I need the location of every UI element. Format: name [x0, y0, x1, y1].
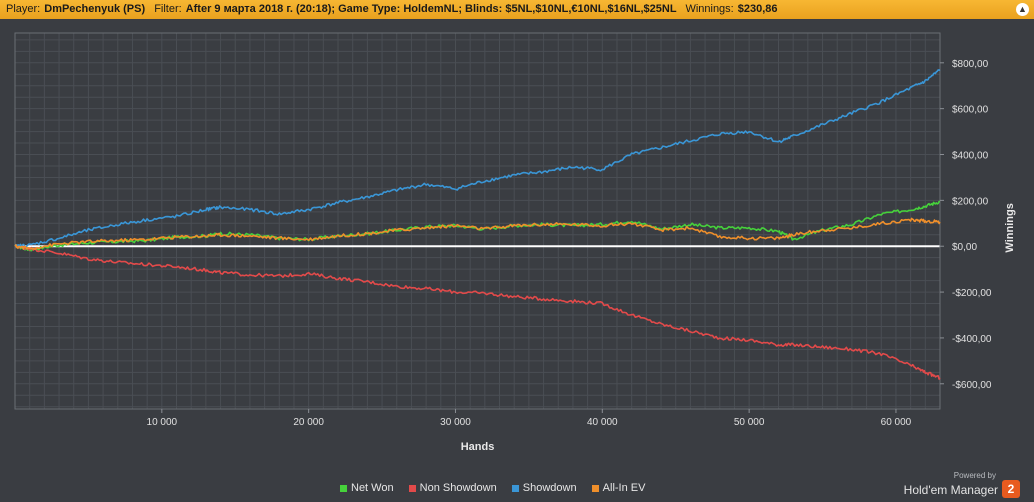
filter-value: After 9 марта 2018 г. (20:18); Game Type…	[185, 3, 677, 15]
x-tick-label: 40 000	[587, 417, 618, 428]
filter-label: Filter:	[154, 3, 182, 15]
x-axis-label: Hands	[461, 441, 495, 453]
chevron-up-icon[interactable]: ▲	[1016, 3, 1029, 16]
y-tick-label: $600,00	[952, 105, 989, 116]
legend-item-non-showdown[interactable]: Non Showdown	[408, 482, 497, 494]
powered-by-text: Powered by	[953, 471, 996, 480]
y-tick-label: $0,00	[952, 242, 977, 253]
legend-item-net-won[interactable]: Net Won	[340, 482, 394, 494]
product-name: Hold'em Manager	[903, 482, 998, 497]
legend-item-showdown[interactable]: Showdown	[511, 482, 577, 494]
branding: Powered by Hold'em Manager 2	[904, 471, 1020, 498]
report-header: Player: DmPechenyuk (PS) Filter: After 9 м…	[0, 0, 1034, 19]
series-line-all-in-ev	[14, 217, 941, 250]
legend-label: All-In EV	[602, 482, 646, 494]
player-value: DmPechenyuk (PS)	[44, 3, 146, 15]
x-tick-label: 60 000	[881, 417, 912, 428]
chart-legend: Net Won Non Showdown Showdown All-In EV	[340, 482, 657, 494]
x-tick-label: 30 000	[440, 417, 471, 428]
winnings-value: $230,86	[737, 3, 778, 15]
y-tick-label: -$600,00	[952, 380, 992, 391]
winnings-label: Winnings:	[685, 3, 734, 15]
y-tick-label: -$400,00	[952, 334, 992, 345]
legend-label: Net Won	[351, 482, 394, 494]
x-tick-label: 20 000	[293, 417, 324, 428]
legend-label: Non Showdown	[419, 482, 497, 494]
player-label: Player:	[6, 3, 41, 15]
y-axis-ticks: $800,00 $600,00 $400,00 $200,00 $0,00 -$200,0…	[940, 59, 992, 391]
winnings-chart: 10 000 20 000 30 000 40 000 50 000 60 000 $80…	[14, 32, 1016, 453]
series-line-non-showdown	[14, 244, 941, 380]
hm2-logo-icon: 2	[1002, 480, 1020, 498]
y-tick-label: -$200,00	[952, 288, 992, 299]
series-layer	[14, 69, 941, 380]
x-tick-label: 10 000	[147, 417, 178, 428]
plot-area	[14, 32, 941, 410]
legend-item-all-in-ev[interactable]: All-In EV	[591, 482, 646, 494]
chart-grid	[14, 33, 941, 409]
x-axis-ticks: 10 000 20 000 30 000 40 000 50 000 60 000	[147, 409, 912, 428]
y-tick-label: $400,00	[952, 151, 989, 162]
series-line-net-won	[14, 200, 940, 252]
y-tick-label: $200,00	[952, 196, 989, 207]
y-tick-label: $800,00	[952, 59, 989, 70]
series-line-showdown	[14, 69, 941, 249]
legend-label: Showdown	[522, 482, 577, 494]
y-axis-label: Winnings	[1004, 203, 1016, 252]
x-tick-label: 50 000	[734, 417, 765, 428]
